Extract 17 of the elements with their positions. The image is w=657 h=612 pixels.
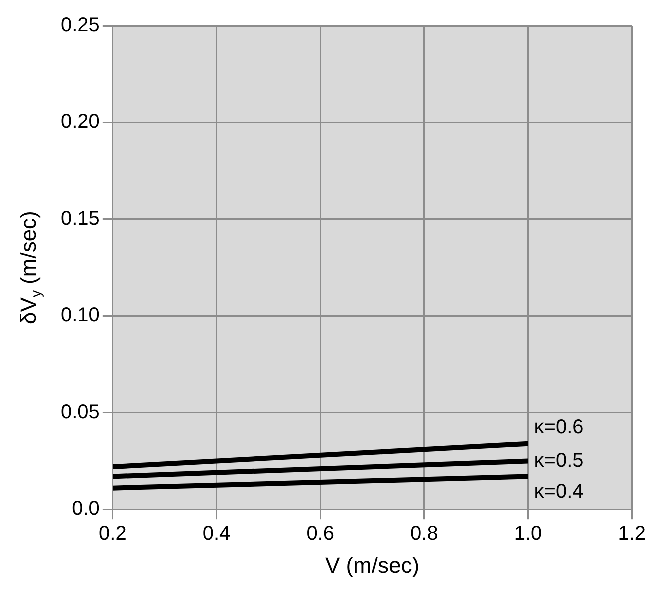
x-tick-label: 0.4 (202, 523, 231, 546)
x-tick-label: 0.8 (410, 523, 438, 546)
x-tick-label: 0.6 (306, 523, 334, 546)
x-axis-title: V (m/sec) (325, 552, 420, 578)
x-tick-label: 1.2 (618, 523, 646, 546)
series-label: κ=0.4 (534, 481, 584, 504)
series-label: κ=0.5 (534, 450, 584, 472)
x-tick-label: 0.2 (99, 523, 127, 546)
x-tick-label: 1.0 (514, 523, 542, 546)
y-tick-label: 0.0 (72, 498, 100, 520)
y-tick-label: 0.05 (60, 401, 100, 424)
y-tick-label: 0.20 (60, 111, 100, 134)
y-axis-title: δVy (m/sec) (16, 211, 44, 324)
y-tick-label: 0.15 (60, 208, 100, 230)
y-tick-label: 0.25 (60, 14, 100, 37)
y-tick-label: 0.10 (60, 304, 100, 327)
series-label: κ=0.6 (534, 416, 584, 438)
